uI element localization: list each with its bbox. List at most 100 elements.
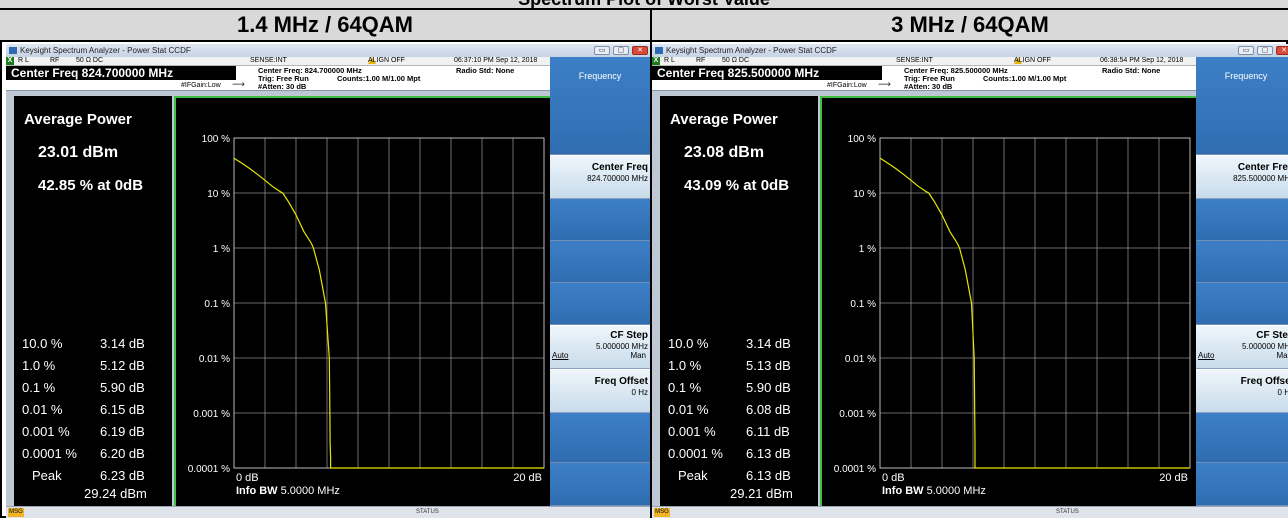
status-row: X R L RF 50 Ω DC SENSE:INT ALIGN OFF 06:… [6,57,550,66]
datetime: 06:37:10 PM Sep 12, 2018 [454,57,538,64]
msg-indicator[interactable]: MSG [8,508,24,517]
panel-divider [650,42,652,518]
stats-panel: Average Power 23.08 dBm 43.09 % at 0dB 1… [660,96,818,514]
ccdf-plot: 100 % 10 % 1 % 0.1 % 0.01 % 0.001 % 0.0001 % 0 … [188,134,545,497]
stat-row: 0.01 % 6.08 dB [668,402,791,417]
warning-icon [1014,57,1022,64]
stat-row: 0.1 % 5.90 dB [668,380,791,395]
ccdf-chart: 100 % 10 % 1 % 0.1 % 0.01 % 0.001 % 0.0001 % 0 … [820,96,1198,514]
center-freq-softkey[interactable]: Center Freq 825.500000 MHz [1196,155,1288,199]
impedance-indicator: 50 Ω DC [722,57,750,64]
minimize-button[interactable]: ▭ [594,46,610,55]
softkey-blank [550,199,650,241]
y-tick-label: 100 % [848,134,876,145]
freq-offset-softkey[interactable]: Freq Offset 0 Hz [550,369,650,413]
meas-trigger: Trig: Free Run [904,74,955,83]
y-tick-label: 0.1 % [204,299,230,310]
average-power-dbm: 23.08 dBm [684,144,765,161]
x-start-label: 0 dB [882,472,905,484]
center-freq-readout: Center Freq 824.700000 MHz [6,66,236,80]
message-bar: MSG STATUS [652,506,1288,518]
y-tick-label: 10 % [853,189,876,200]
stat-row: Peak 6.23 dB [32,468,145,483]
y-tick-label: 1 % [213,244,230,255]
softkey-menu: Frequency Center Freq 825.500000 MHz CF … [1196,57,1288,506]
x-end-label: 20 dB [513,472,542,484]
meas-center-freq: Center Freq: 825.500000 MHz [904,66,1008,75]
meas-atten: #Atten: 30 dB [904,82,953,91]
softkey-blank [550,463,650,506]
stat-row: 0.01 % 6.15 dB [22,402,145,417]
info-bw-label: Info BW 5.0000 MHz [236,485,340,497]
lxi-icon: X [652,57,660,65]
y-tick-label: 0.01 % [199,354,230,365]
y-tick-label: 0.0001 % [188,464,230,475]
meas-counts: Counts:1.00 M/1.00 Mpt [337,74,421,83]
msg-indicator[interactable]: MSG [654,508,670,517]
lxi-icon: X [6,57,14,65]
analyzer-window-right: Keysight Spectrum Analyzer - Power Stat … [652,44,1288,518]
meas-radio-std: Radio Std: None [456,66,515,75]
stat-row: 10.0 % 3.14 dB [668,336,791,351]
analyzer-window-left: Keysight Spectrum Analyzer - Power Stat … [6,44,650,518]
ccdf-trace [879,157,1190,469]
stat-row: 0.001 % 6.11 dB [668,424,790,439]
softkey-blank [550,241,650,283]
sense-indicator: SENSE:INT [250,57,287,64]
ifgain-label: #IFGain:Low [181,82,221,89]
measurement-bar: X R L RF 50 Ω DC SENSE:INT ALIGN OFF 06:… [652,57,1196,91]
peak-dbm: 29.24 dBm [84,486,147,501]
stat-row: Peak 6.13 dB [678,468,791,483]
minimize-button[interactable]: ▭ [1238,46,1254,55]
restore-button[interactable]: ▢ [613,46,629,55]
freq-offset-softkey[interactable]: Freq Offset 0 Hz [1196,369,1288,413]
trigger-arrow-icon: ⟶ [232,79,245,89]
main-caption: Spectrum Plot of Worst Value [0,0,1288,10]
rl-indicator: R L [18,57,29,64]
y-tick-label: 1 % [859,244,876,255]
datetime: 06:38:54 PM Sep 12, 2018 [1100,57,1184,64]
message-bar: MSG STATUS [6,506,650,518]
sub-caption-left: 1.4 MHz / 64QAM [236,12,414,37]
warning-icon [368,57,376,64]
y-tick-label: 0.001 % [193,409,230,420]
x-end-label: 20 dB [1159,472,1188,484]
center-freq-readout: Center Freq 825.500000 MHz [652,66,882,80]
stat-row: 10.0 % 3.14 dB [22,336,145,351]
y-tick-label: 10 % [207,189,230,200]
analyzer-app-icon [655,47,663,54]
window-title-bar: Keysight Spectrum Analyzer - Power Stat … [6,44,650,57]
ccdf-chart: 100 % 10 % 1 % 0.1 % 0.01 % 0.001 % 0.0001 % 0 … [174,96,552,514]
close-button[interactable]: ✕ [632,46,648,55]
trigger-arrow-icon: ⟶ [878,79,891,89]
softkey-blank [1196,283,1288,325]
average-power-title: Average Power [670,111,778,128]
window-title-bar: Keysight Spectrum Analyzer - Power Stat … [652,44,1288,57]
stat-row: 0.0001 % 6.13 dB [668,446,791,461]
y-tick-label: 0.001 % [839,409,876,420]
average-power-percent: 42.85 % at 0dB [38,177,144,194]
window-title: Keysight Spectrum Analyzer - Power Stat … [20,46,191,55]
close-button[interactable]: ✕ [1276,46,1288,55]
center-freq-softkey[interactable]: Center Freq 824.700000 MHz [550,155,650,199]
stat-row: 0.0001 % 6.20 dB [22,446,145,461]
x-start-label: 0 dB [236,472,259,484]
meas-radio-std: Radio Std: None [1102,66,1161,75]
info-bw-label: Info BW 5.0000 MHz [882,485,986,497]
meas-counts: Counts:1.00 M/1.00 Mpt [983,74,1067,83]
sub-caption-row: 1.4 MHz / 64QAM 3 MHz / 64QAM [0,10,1288,42]
average-power-dbm: 23.01 dBm [38,144,119,161]
softkey-menu: Frequency Center Freq 824.700000 MHz CF … [550,57,650,506]
status-label[interactable]: STATUS [1056,509,1079,515]
meas-atten: #Atten: 30 dB [258,82,307,91]
restore-button[interactable]: ▢ [1257,46,1273,55]
stats-panel: Average Power 23.01 dBm 42.85 % at 0dB 1… [14,96,172,514]
meas-trigger: Trig: Free Run [258,74,309,83]
menu-title: Frequency [1196,57,1288,155]
rf-indicator: RF [50,57,60,64]
status-label[interactable]: STATUS [416,509,439,515]
caption-divider [650,10,652,40]
ifgain-label: #IFGain:Low [827,82,867,89]
